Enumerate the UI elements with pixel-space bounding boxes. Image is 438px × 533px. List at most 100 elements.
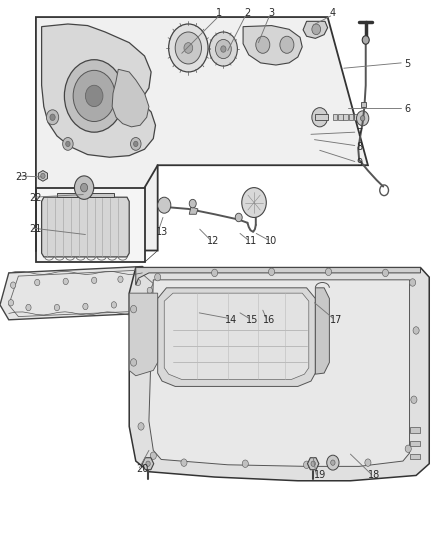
Polygon shape (243, 26, 302, 65)
Circle shape (64, 60, 124, 132)
Circle shape (131, 359, 137, 366)
Circle shape (8, 300, 14, 306)
Polygon shape (307, 458, 319, 470)
Circle shape (134, 141, 138, 147)
Polygon shape (315, 288, 329, 374)
Circle shape (242, 460, 248, 467)
Polygon shape (142, 458, 154, 470)
Circle shape (138, 423, 144, 430)
Text: 7: 7 (356, 128, 362, 138)
Polygon shape (410, 454, 420, 459)
Polygon shape (333, 114, 337, 120)
Text: 12: 12 (207, 236, 219, 246)
Circle shape (118, 276, 123, 282)
Circle shape (131, 138, 141, 150)
Circle shape (212, 269, 218, 277)
Circle shape (63, 278, 68, 285)
Polygon shape (36, 17, 368, 251)
Polygon shape (0, 266, 160, 320)
Text: 18: 18 (368, 471, 381, 480)
Polygon shape (42, 197, 129, 257)
Polygon shape (42, 24, 155, 157)
Text: 17: 17 (330, 315, 343, 325)
Circle shape (327, 455, 339, 470)
Circle shape (131, 305, 137, 313)
Text: 4: 4 (330, 9, 336, 18)
Polygon shape (361, 102, 366, 107)
Circle shape (11, 282, 16, 288)
Circle shape (138, 298, 143, 304)
Circle shape (312, 24, 321, 35)
Circle shape (311, 461, 315, 466)
Polygon shape (410, 427, 420, 433)
Circle shape (181, 459, 187, 466)
Text: 20: 20 (136, 464, 148, 474)
Circle shape (175, 32, 201, 64)
Polygon shape (158, 288, 315, 386)
Circle shape (365, 459, 371, 466)
Circle shape (147, 287, 152, 294)
Polygon shape (410, 441, 420, 446)
Circle shape (73, 70, 115, 122)
Circle shape (41, 173, 45, 179)
Polygon shape (189, 207, 198, 214)
Polygon shape (354, 114, 358, 120)
Text: 16: 16 (263, 315, 276, 325)
Polygon shape (303, 21, 328, 38)
Circle shape (215, 39, 231, 59)
Text: 1: 1 (216, 9, 222, 18)
Text: 22: 22 (30, 193, 42, 203)
Polygon shape (39, 171, 47, 181)
Circle shape (221, 46, 226, 52)
Text: 3: 3 (268, 9, 275, 18)
Circle shape (63, 138, 73, 150)
Circle shape (411, 396, 417, 403)
Text: 8: 8 (356, 142, 362, 151)
Polygon shape (164, 293, 309, 379)
Text: 21: 21 (30, 224, 42, 234)
Text: 10: 10 (265, 236, 278, 246)
Circle shape (26, 304, 31, 311)
Circle shape (83, 303, 88, 310)
Polygon shape (129, 293, 158, 376)
Circle shape (304, 461, 310, 469)
Circle shape (189, 199, 196, 208)
Circle shape (35, 279, 40, 286)
Circle shape (312, 108, 328, 127)
Circle shape (360, 116, 365, 121)
Text: 13: 13 (156, 227, 168, 237)
Circle shape (50, 114, 55, 120)
Circle shape (357, 111, 369, 126)
Circle shape (135, 279, 141, 286)
Polygon shape (349, 114, 353, 120)
Text: 5: 5 (404, 59, 410, 69)
Polygon shape (315, 114, 328, 120)
Polygon shape (338, 114, 343, 120)
Polygon shape (129, 268, 429, 481)
Circle shape (382, 269, 389, 277)
Circle shape (81, 183, 88, 192)
Text: 19: 19 (314, 471, 326, 480)
Polygon shape (136, 268, 420, 285)
Circle shape (184, 43, 193, 53)
Circle shape (362, 36, 369, 44)
Circle shape (111, 302, 117, 308)
Circle shape (410, 279, 416, 286)
Circle shape (74, 176, 94, 199)
Circle shape (169, 24, 208, 72)
Circle shape (235, 213, 242, 222)
Circle shape (331, 460, 335, 465)
Text: 2: 2 (244, 9, 251, 18)
Circle shape (268, 268, 275, 276)
Text: 9: 9 (356, 158, 362, 167)
Circle shape (46, 110, 59, 125)
Circle shape (325, 268, 332, 276)
Polygon shape (112, 69, 149, 127)
Circle shape (85, 85, 103, 107)
Text: 15: 15 (246, 315, 258, 325)
Circle shape (146, 461, 150, 466)
Circle shape (413, 327, 419, 334)
Circle shape (54, 304, 60, 311)
Circle shape (256, 36, 270, 53)
Circle shape (66, 141, 70, 147)
